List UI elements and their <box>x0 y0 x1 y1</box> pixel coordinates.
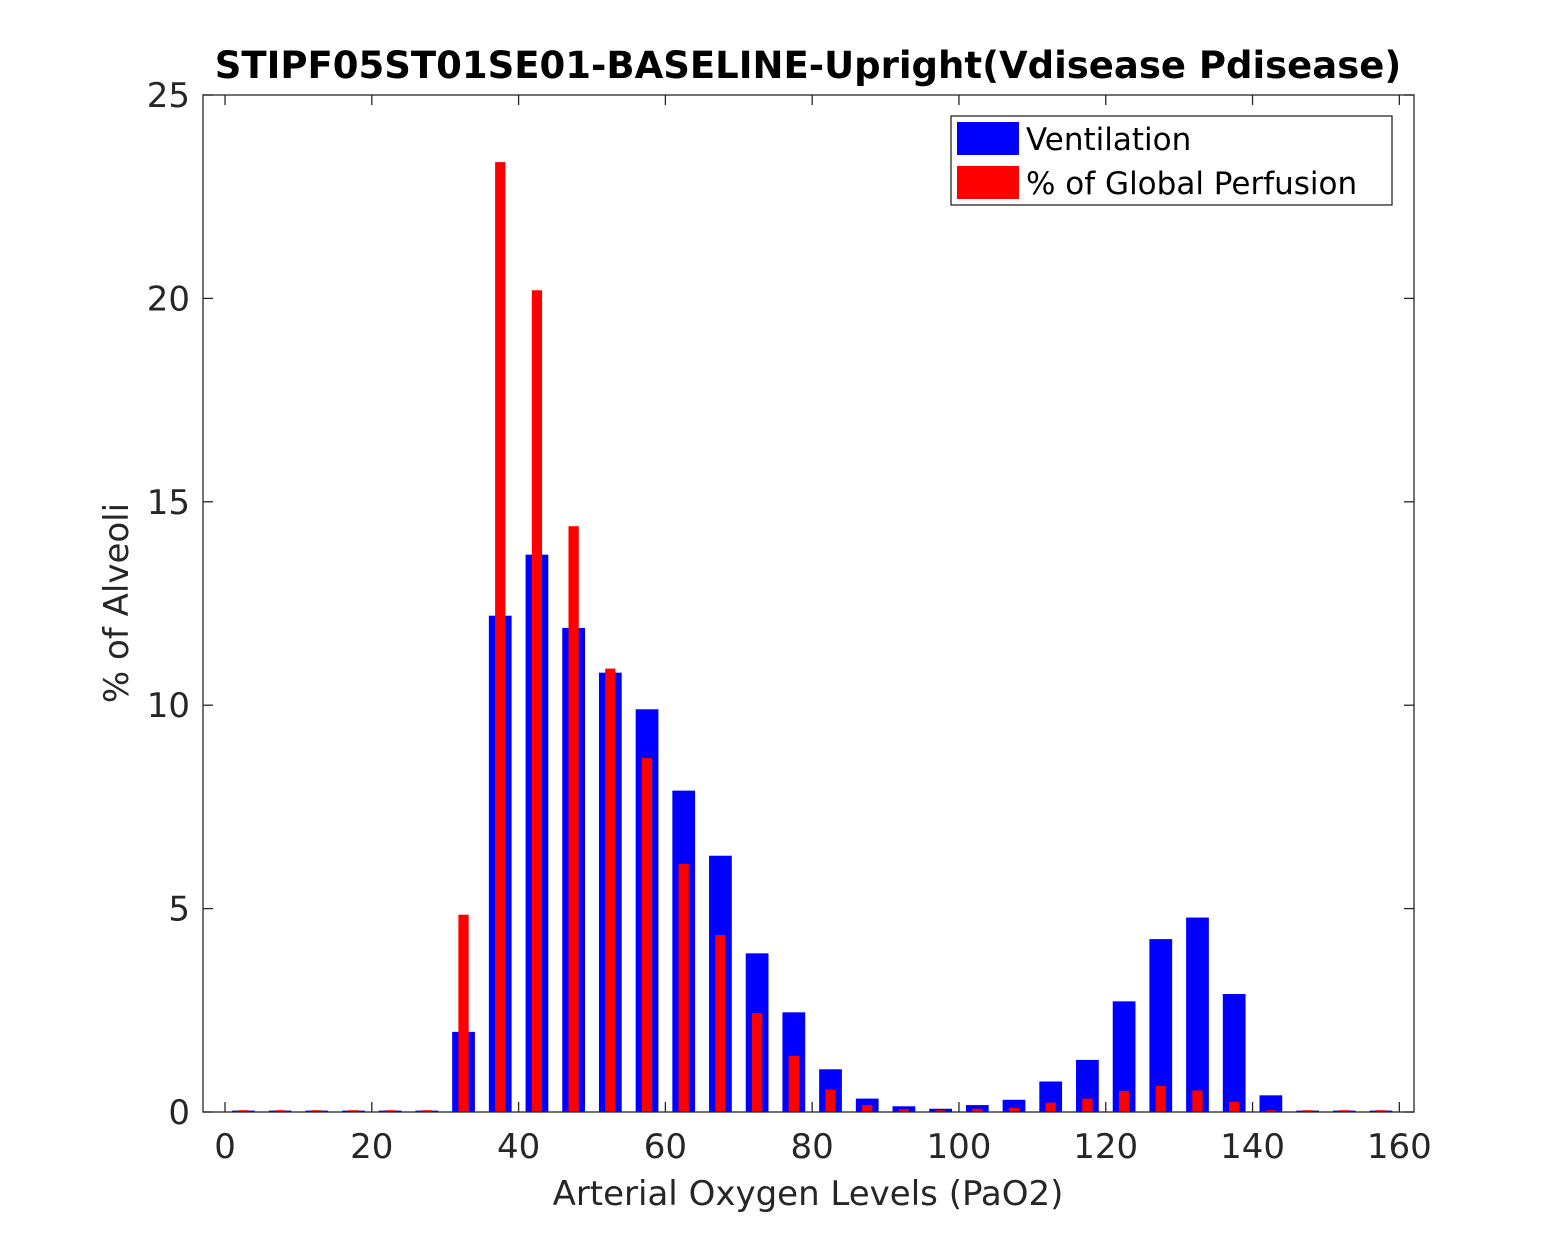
bar-perfusion-15 <box>788 1055 799 1112</box>
bar-ventilation-21 <box>1002 1099 1026 1112</box>
x-tick-label-5: 100 <box>927 1127 992 1167</box>
bar-perfusion-2 <box>311 1110 322 1112</box>
bar-ventilation-28 <box>1259 1095 1283 1112</box>
x-tick-label-2: 40 <box>497 1127 540 1167</box>
bar-ventilation-27 <box>1222 994 1246 1112</box>
legend-swatch-perfusion <box>957 166 1019 199</box>
legend-swatch-ventilation <box>957 122 1019 155</box>
bar-ventilation-24 <box>1112 1001 1136 1112</box>
y-tick-label-3: 15 <box>147 483 190 523</box>
bar-perfusion-29 <box>1302 1110 1313 1112</box>
legend-label-ventilation: Ventilation <box>1026 122 1191 158</box>
bar-perfusion-6 <box>458 914 469 1112</box>
bar-perfusion-3 <box>348 1110 359 1112</box>
legend-box <box>950 115 1393 206</box>
bar-ventilation-23 <box>1076 1059 1099 1112</box>
x-tick-label-0: 0 <box>214 1127 236 1167</box>
bar-perfusion-5 <box>421 1110 432 1112</box>
plot-area <box>203 95 1414 1112</box>
bar-perfusion-10 <box>605 668 616 1112</box>
bar-perfusion-16 <box>825 1089 836 1112</box>
ticks: 0 20 40 60 80 100 120 140 160 0 5 10 15 20 25 <box>147 76 1432 1167</box>
x-tick-label-6: 120 <box>1073 1127 1138 1167</box>
bar-perfusion-11 <box>641 758 653 1112</box>
bar-ventilation-20 <box>965 1105 989 1112</box>
bar-perfusion-28 <box>1265 1110 1277 1112</box>
legend-label-perfusion: % of Global Perfusion <box>1026 166 1357 202</box>
bar-ventilation-26 <box>1186 917 1209 1112</box>
bar-perfusion-20 <box>972 1108 983 1112</box>
bar-perfusion-22 <box>1045 1102 1056 1112</box>
x-axis-label: Arterial Oxygen Levels (PaO2) <box>553 1174 1064 1214</box>
bar-perfusion-12 <box>678 863 689 1112</box>
bar-perfusion-26 <box>1192 1090 1203 1112</box>
x-tick-label-1: 20 <box>350 1127 393 1167</box>
bar-perfusion-21 <box>1008 1107 1020 1112</box>
bar-perfusion-17 <box>862 1105 873 1112</box>
y-tick-label-5: 25 <box>147 76 190 116</box>
bar-perfusion-18 <box>898 1109 910 1112</box>
bar-perfusion-23 <box>1082 1098 1093 1112</box>
bar-perfusion-14 <box>751 1013 763 1112</box>
x-tick-label-3: 60 <box>644 1127 687 1167</box>
y-tick-label-2: 10 <box>147 686 190 726</box>
bar-perfusion-27 <box>1229 1101 1240 1112</box>
bar-perfusion-7 <box>495 162 506 1112</box>
bar-perfusion-13 <box>715 935 726 1112</box>
x-tick-label-7: 140 <box>1220 1127 1285 1167</box>
bar-perfusion-19 <box>935 1110 946 1112</box>
bar-perfusion-31 <box>1375 1110 1387 1112</box>
chart-title: STIPF05ST01SE01-BASELINE-Upright(Vdiseas… <box>215 44 1402 87</box>
bar-perfusion-0 <box>238 1110 249 1112</box>
bar-ventilation-22 <box>1039 1081 1063 1112</box>
legend: Ventilation % of Global Perfusion <box>950 115 1393 206</box>
bar-perfusion-8 <box>531 290 543 1112</box>
y-tick-label-4: 20 <box>147 279 190 319</box>
bars <box>231 162 1393 1112</box>
bar-perfusion-4 <box>385 1110 396 1112</box>
bar-perfusion-30 <box>1339 1110 1350 1112</box>
axes-box <box>202 94 1415 1113</box>
bar-perfusion-9 <box>568 526 579 1112</box>
y-axis-label: % of Alveoli <box>97 503 137 703</box>
bar-perfusion-24 <box>1118 1090 1130 1112</box>
x-tick-label-8: 160 <box>1367 1127 1432 1167</box>
bar-perfusion-1 <box>274 1110 286 1112</box>
bar-perfusion-25 <box>1155 1085 1166 1112</box>
y-tick-label-1: 5 <box>168 890 190 930</box>
y-tick-label-0: 0 <box>168 1093 190 1133</box>
bar-ventilation-25 <box>1149 939 1173 1112</box>
x-tick-label-4: 80 <box>791 1127 834 1167</box>
